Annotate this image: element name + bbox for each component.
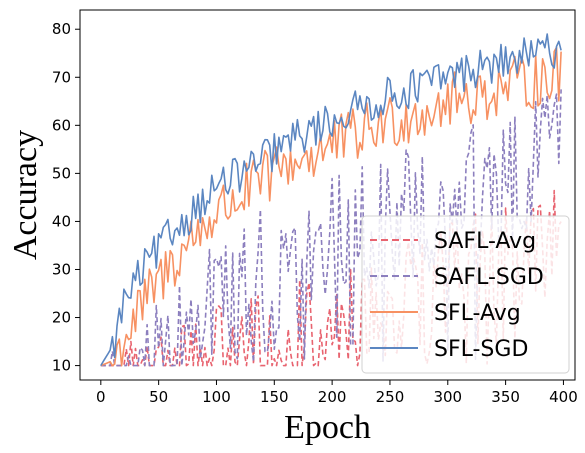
y-tick-label: 10	[52, 357, 71, 375]
x-tick-label: 200	[318, 388, 347, 406]
series-line-sfl-sgd	[100, 33, 562, 367]
x-axis-title: Epoch	[284, 409, 371, 446]
y-tick-label: 30	[52, 260, 71, 278]
legend-box	[361, 215, 570, 374]
y-tick-label: 80	[52, 20, 71, 38]
x-tick-label: 400	[549, 388, 578, 406]
x-tick-label: 300	[433, 388, 462, 406]
x-tick-label: 0	[96, 388, 106, 406]
y-tick-label: 50	[52, 164, 71, 182]
x-tick-label: 100	[202, 388, 231, 406]
y-tick-label: 60	[52, 116, 71, 134]
ticks-layer: 0 50 100 150 200 250 300 350 400 10 20 30 40 50 60 70 80	[52, 20, 578, 406]
legend-label: SFL-Avg	[434, 301, 521, 326]
x-tick-label: 150	[260, 388, 289, 406]
y-tick-label: 40	[52, 212, 71, 230]
y-tick-label: 20	[52, 309, 71, 327]
legend-label: SAFL-Avg	[434, 229, 536, 254]
legend: SAFL-Avg SAFL-SGD SFL-Avg SFL-SGD	[361, 215, 570, 374]
series-line-sfl-avg	[100, 46, 562, 367]
y-tick-label: 70	[52, 68, 71, 86]
plot-frame	[79, 9, 576, 381]
series-line-safl-sgd	[100, 89, 562, 367]
legend-label: SAFL-SGD	[434, 265, 544, 290]
y-axis-title: Accuracy	[7, 130, 44, 260]
legend-label: SFL-SGD	[434, 337, 528, 362]
x-tick-label: 250	[376, 388, 405, 406]
x-tick-label: 350	[491, 388, 520, 406]
x-tick-label: 50	[149, 388, 168, 406]
